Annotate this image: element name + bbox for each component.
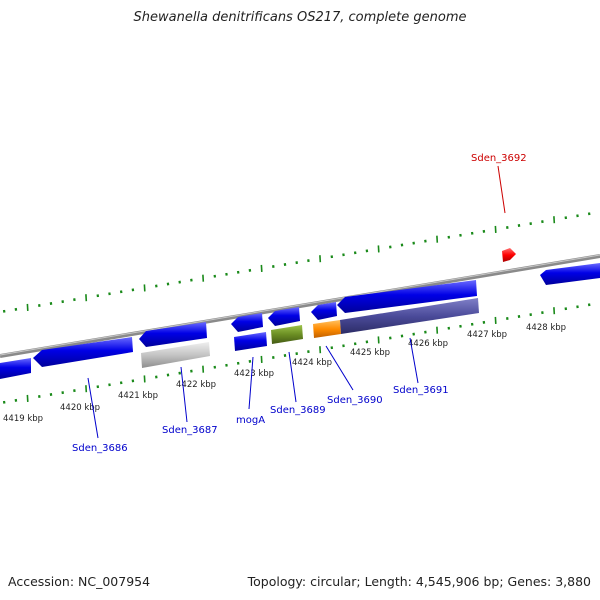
gene-arrow-sden-3690-upper[interactable] [311,302,337,320]
gene-labels: Sden_3686 Sden_3687 mogA Sden_3689 Sden_… [72,153,527,454]
gene-arrow-sden-3691-upper[interactable] [337,280,477,313]
page-title: Shewanella denitrificans OS217, complete… [133,10,467,25]
leader-line-sden-3689 [288,351,297,403]
gene-label-moga[interactable]: mogA [236,415,265,426]
gene-arrow-moga-upper[interactable] [231,313,263,332]
kbp-label: 4419 kbp [3,414,43,424]
leader-line-sden-3692 [497,165,506,214]
gene-arrow-sden-3686[interactable] [33,337,133,367]
lower-tick-track [2,303,591,404]
gene-label-sden-3692[interactable]: Sden_3692 [471,153,527,164]
gene-arrow-sden-3691[interactable] [340,298,479,334]
leader-line-sden-3690 [325,345,354,391]
gene-arrow-sden-3690[interactable] [313,320,341,338]
gene-label-sden-3690[interactable]: Sden_3690 [327,395,383,406]
leader-line-moga [248,356,254,410]
genome-backbone-highlight [0,254,600,356]
gene-leader-lines [87,165,506,439]
leader-line-sden-3687 [180,366,188,423]
kbp-label: 4425 kbp [350,348,390,358]
gene-arrow-sden-3689-upper[interactable] [268,307,300,326]
topology-text: Topology: circular; Length: 4,545,906 bp… [247,574,591,589]
upper-tick-track [2,212,591,313]
gene-label-sden-3691[interactable]: Sden_3691 [393,385,449,396]
gene-arrow-sden-3687-upper[interactable] [139,322,207,347]
kbp-label: 4420 kbp [60,403,100,413]
gene-arrow-right-edge[interactable] [540,263,600,285]
genome-backbone [0,254,600,358]
gene-arrow-sden-3692[interactable] [502,248,516,262]
kbp-label: 4424 kbp [292,358,332,368]
gene-label-sden-3687[interactable]: Sden_3687 [162,425,218,436]
kbp-label: 4423 kbp [234,369,274,379]
gene-label-sden-3686[interactable]: Sden_3686 [72,443,128,454]
kbp-labels: 4419 kbp 4420 kbp 4421 kbp 4422 kbp 4423… [3,323,566,424]
leader-line-sden-3686 [87,377,99,439]
kbp-label: 4428 kbp [526,323,566,333]
accession-text: Accession: NC_007954 [8,574,151,589]
gene-arrow-sden-3687-pseudo[interactable] [141,342,210,368]
kbp-label: 4426 kbp [408,339,448,349]
gene-arrow-left-edge[interactable] [0,358,31,379]
gene-features [0,248,600,379]
kbp-label: 4427 kbp [467,330,507,340]
gene-arrow-sden-3689[interactable] [271,325,303,344]
leader-line-sden-3691 [409,337,419,384]
gene-label-sden-3689[interactable]: Sden_3689 [270,405,326,416]
kbp-label: 4422 kbp [176,380,216,390]
kbp-label: 4421 kbp [118,391,158,401]
gene-arrow-moga[interactable] [234,332,267,351]
